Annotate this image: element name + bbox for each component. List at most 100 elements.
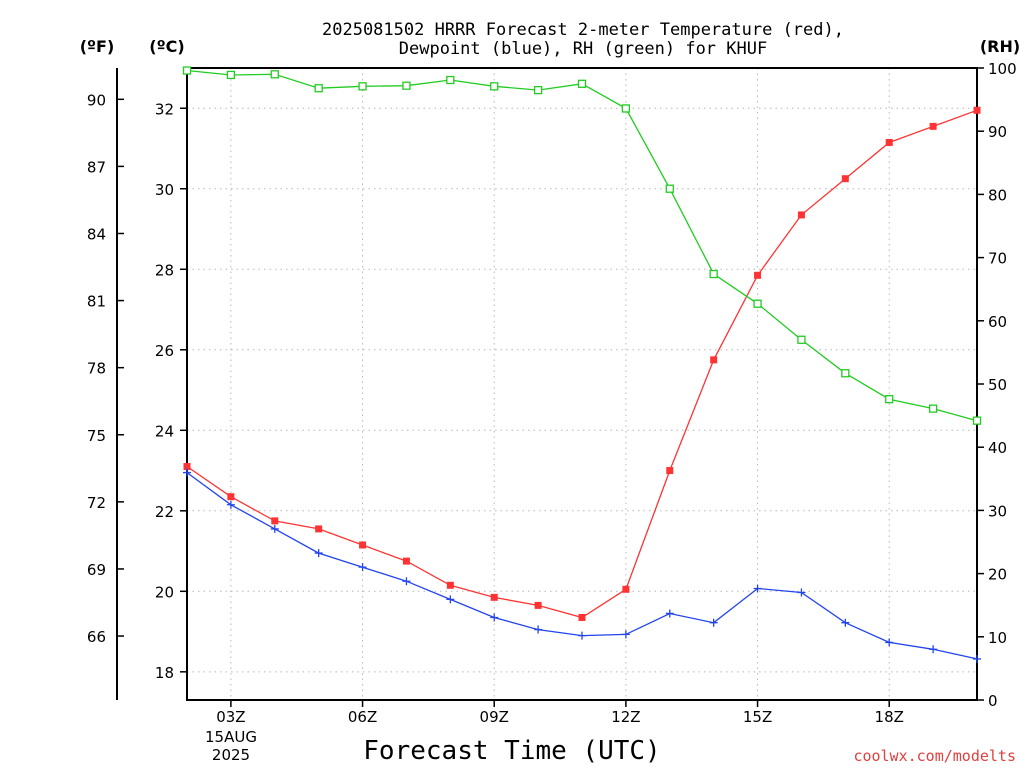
rh-tick-label: 0 [988,692,998,710]
rh-tick-label: 100 [988,60,1017,78]
fahrenheit-tick-label: 81 [87,293,106,311]
celsius-tick-label: 32 [155,100,174,118]
data-series [182,66,982,663]
dewpoint-point [753,584,762,593]
rh-point [358,82,367,91]
dewpoint-point [885,638,894,647]
gridlines [187,68,977,700]
dewpoint-point [973,654,981,663]
dewpoint-point [490,613,499,622]
dewpoint-point [841,618,850,627]
temperature-point [446,581,454,589]
fahrenheit-tick-label: 90 [87,91,106,109]
rh-point [972,416,982,425]
rh-point [797,335,806,344]
dewpoint-point [314,549,323,558]
celsius-tick-label: 22 [155,503,174,521]
fahrenheit-tick-label: 75 [87,427,106,445]
temperature-point [973,106,981,114]
temperature-point [929,122,937,130]
credit-label: coolwx.com/modelts [853,747,1016,765]
dewpoint-point [402,577,411,586]
temperature-point [183,463,191,471]
celsius-unit-label: (ºC) [149,37,184,56]
rh-point [270,70,279,79]
dewpoint-point [665,609,674,618]
date-label-year: 2025 [212,746,250,764]
celsius-tick-label: 20 [155,583,174,601]
plot-frame [186,67,978,701]
temperature-point [359,541,367,549]
temperature-point [578,613,586,621]
dewpoint-point [270,524,279,533]
rh-point [709,269,718,279]
rh-point [928,404,938,413]
fahrenheit-tick-label: 72 [87,494,106,512]
dewpoint-point [358,563,367,572]
temperature-point [315,525,323,533]
rh-point [314,84,323,93]
temperature-point [754,271,762,279]
rh-point [577,79,587,88]
dewpoint-point [929,645,938,654]
dewpoint-line [186,472,978,660]
rh-tick-label: 90 [988,123,1007,141]
temperature-point [227,493,235,501]
dewpoint-point [709,618,718,627]
temperature-point [710,356,718,364]
axis-ticks: 18 20 22 24 26 28 30 32 03Z 06Z 09Z 12Z 15Z 18Z 66 69 72… [87,60,1017,726]
dewpoint-point [183,468,191,477]
rh-unit-label: (RH) [980,37,1020,56]
temperature-point [534,601,542,609]
temperature-point [402,557,410,565]
x-tick-label: 15Z [743,708,772,726]
rh-point [885,395,894,404]
celsius-tick-label: 28 [155,261,174,279]
rh-tick-label: 70 [988,250,1007,268]
rh-tick-label: 30 [988,502,1007,520]
rh-point [490,82,499,91]
rh-tick-label: 10 [988,629,1007,647]
rh-point [226,70,236,80]
dewpoint-point [578,631,586,640]
rh-point [182,66,192,75]
rh-point [446,75,455,85]
temperature-line [186,109,978,619]
fahrenheit-tick-label: 87 [87,158,106,176]
axes [116,67,978,701]
temperature-point [490,593,498,601]
celsius-tick-label: 18 [155,664,174,682]
rh-tick-label: 20 [988,566,1007,584]
rh-tick-label: 80 [988,186,1007,204]
x-axis-label: Forecast Time (UTC) [363,736,660,766]
temperature-point [666,467,674,475]
dewpoint-point [621,630,630,639]
rh-point [533,85,543,95]
dewpoint-point [226,500,235,509]
fahrenheit-tick-label: 69 [87,561,106,579]
temperature-point [622,585,630,593]
temperature-point [797,211,805,219]
fahrenheit-tick-label: 78 [87,360,106,378]
dewpoint-point [797,588,806,597]
celsius-tick-label: 30 [155,181,174,199]
chart-title-line-1: 2025081502 HRRR Forecast 2-meter Tempera… [322,20,844,40]
fahrenheit-tick-label: 84 [87,225,106,243]
x-tick-label: 18Z [875,708,904,726]
x-tick-label: 12Z [611,708,640,726]
rh-tick-label: 50 [988,376,1007,394]
x-tick-label: 03Z [216,708,245,726]
fahrenheit-unit-label: (ºF) [80,37,115,56]
dewpoint-point [534,625,543,634]
fahrenheit-tick-label: 66 [87,628,106,646]
rh-point [753,299,762,308]
rh-tick-label: 60 [988,313,1007,331]
rh-point [621,104,631,113]
rh-point [841,369,850,378]
rh-line [186,69,978,422]
rh-tick-label: 40 [988,439,1007,457]
temperature-point [885,138,893,146]
temperature-point [841,175,849,183]
chart-title-line-2: Dewpoint (blue), RH (green) for KHUF [399,39,767,59]
